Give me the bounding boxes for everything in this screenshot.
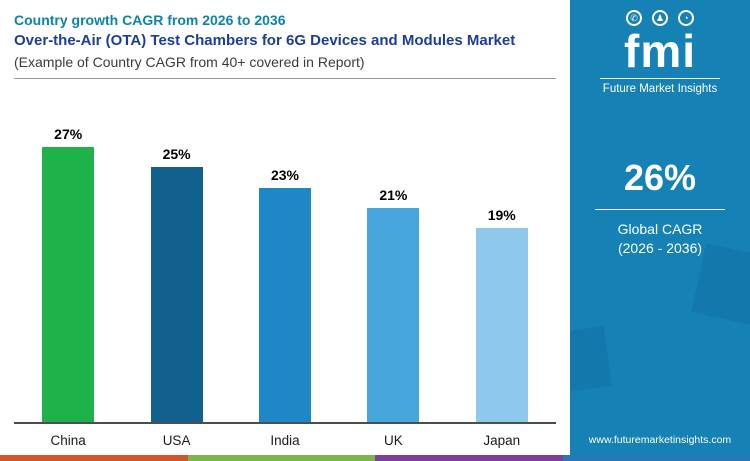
bar-column-india: 23%: [232, 167, 337, 422]
bar-value-label: 25%: [162, 146, 191, 162]
person-icon: ♟: [652, 10, 668, 26]
fmi-logo: ✆ ♟ ◔ fmi Future Market Insights: [570, 10, 750, 95]
global-cagr-value: 26%: [623, 157, 697, 198]
global-cagr-label-line1: Global CAGR: [617, 221, 703, 237]
logo-icons: ✆ ♟ ◔: [570, 10, 750, 26]
bar-uk: [367, 208, 420, 422]
category-label-usa: USA: [162, 433, 191, 448]
category-label-japan: Japan: [483, 433, 521, 448]
bar-japan: [475, 228, 528, 422]
globe-icon: ◔: [678, 10, 694, 26]
bar-usa: [150, 167, 203, 422]
fmi-logo-text: fmi: [624, 25, 696, 77]
global-cagr-label: Global CAGR (2026 - 2036): [570, 220, 750, 258]
chat-icon: ✆: [626, 10, 642, 26]
x-axis-line: [14, 422, 556, 424]
bar-india: [258, 188, 311, 422]
footer-strip-segment: [187, 455, 375, 461]
category-label-uk: UK: [383, 433, 403, 448]
bars-row: 27% 25% 23% 21% 19%: [14, 118, 556, 422]
logo-underline: [600, 78, 720, 79]
bar-column-china: 27%: [16, 126, 121, 422]
bar-column-uk: 21%: [341, 187, 446, 422]
footer-strip-segment: [375, 455, 563, 461]
chart-subtitle-range: Country growth CAGR from 2026 to 2036: [14, 12, 286, 28]
category-label-india: India: [270, 433, 300, 448]
cagr-divider: [595, 209, 725, 210]
website-link[interactable]: www.futuremarketinsights.com: [588, 434, 732, 446]
footer-strip-segment: [562, 455, 750, 461]
chart-title: Over-the-Air (OTA) Test Chambers for 6G …: [14, 32, 516, 49]
header-divider: [14, 77, 556, 79]
bar-value-label: 23%: [270, 167, 299, 183]
category-label-china: China: [50, 433, 86, 448]
chart-panel: Country growth CAGR from 2026 to 2036 Ov…: [0, 0, 570, 448]
category-labels-row: China USA India UK Japan: [14, 424, 556, 448]
bar-china: [42, 147, 95, 422]
bar-value-label: 27%: [54, 126, 83, 142]
bar-chart: 27% 25% 23% 21% 19% China USA India UK Japan: [14, 118, 556, 448]
global-cagr-block: 26% Global CAGR (2026 - 2036): [570, 157, 750, 258]
bar-column-japan: 19%: [449, 207, 554, 422]
global-cagr-label-line2: (2026 - 2036): [617, 239, 703, 256]
logo-subtext: Future Market Insights: [602, 83, 718, 95]
bar-column-usa: 25%: [124, 146, 229, 422]
brand-sidebar: ✆ ♟ ◔ fmi Future Market Insights 26% Globa…: [570, 0, 750, 455]
footer-strip-segment: [0, 455, 188, 461]
chart-subtitle-note: (Example of Country CAGR from 40+ covere…: [14, 53, 365, 70]
chart-header: Country growth CAGR from 2026 to 2036 Ov…: [0, 0, 570, 70]
bar-value-label: 21%: [379, 187, 408, 203]
bar-value-label: 19%: [487, 207, 516, 223]
decor-square: [570, 326, 612, 394]
footer-color-strip: [0, 455, 750, 461]
